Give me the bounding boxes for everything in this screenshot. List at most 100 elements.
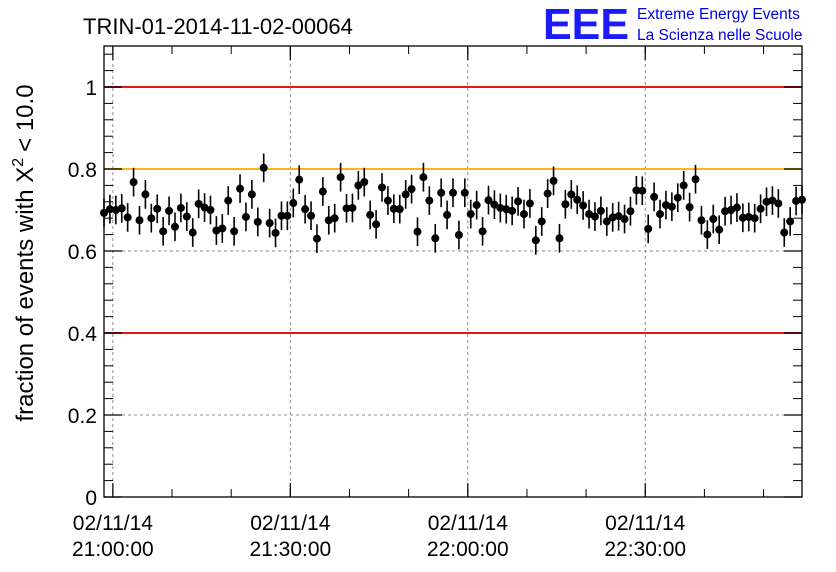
data-point	[644, 214, 653, 244]
data-marker	[549, 176, 558, 185]
data-marker	[738, 213, 747, 222]
x-tick-time-label: 22:30:00	[604, 538, 686, 561]
data-point	[117, 194, 126, 223]
reference-lines	[104, 86, 802, 334]
data-marker	[312, 234, 321, 243]
data-point	[685, 192, 694, 222]
data-marker	[165, 206, 174, 215]
data-marker	[774, 199, 783, 208]
axis-ticks	[104, 46, 802, 498]
data-point	[188, 218, 197, 247]
data-point	[632, 175, 641, 205]
data-point	[561, 189, 570, 219]
data-point	[194, 189, 203, 219]
data-point	[579, 191, 588, 220]
x-tick-date-label: 02/11/14	[605, 512, 686, 535]
data-marker	[685, 203, 694, 212]
data-point	[549, 166, 558, 196]
data-point	[360, 167, 369, 197]
data-marker	[531, 236, 540, 245]
data-marker	[632, 186, 641, 195]
data-marker	[673, 193, 682, 202]
data-point	[490, 190, 499, 220]
chart-title: TRIN-01-2014-11-02-00064	[83, 14, 353, 39]
data-point	[336, 162, 345, 192]
data-marker	[644, 224, 653, 233]
data-point	[537, 207, 546, 236]
data-marker	[732, 203, 741, 212]
data-point	[342, 194, 351, 223]
data-point	[378, 173, 387, 202]
data-marker	[271, 228, 280, 237]
data-point	[667, 192, 676, 222]
data-marker	[366, 210, 375, 219]
data-marker	[620, 215, 629, 224]
y-axis-label-symbol: X	[12, 167, 39, 183]
plot-frame	[103, 45, 803, 498]
data-marker	[460, 188, 469, 197]
data-point	[182, 202, 191, 231]
data-marker	[259, 163, 268, 172]
data-point	[484, 185, 493, 215]
data-marker	[650, 192, 659, 201]
data-point	[691, 164, 700, 194]
data-points	[100, 153, 806, 255]
data-point	[419, 162, 428, 192]
data-marker	[265, 219, 274, 228]
data-point	[738, 203, 747, 233]
data-marker	[780, 228, 789, 237]
y-tick-label: 0.4	[68, 323, 98, 346]
data-point	[715, 215, 724, 245]
data-marker	[697, 216, 706, 225]
data-point	[307, 201, 316, 231]
data-marker	[543, 189, 552, 198]
data-marker	[105, 205, 114, 214]
logo-line-1: Extreme Energy Events	[637, 6, 800, 23]
data-point	[425, 186, 434, 215]
data-point	[401, 180, 410, 209]
data-point	[620, 204, 629, 234]
x-tick-time-label: 22:00:00	[427, 538, 509, 561]
data-point	[230, 216, 239, 246]
data-marker	[301, 205, 310, 214]
data-point	[508, 196, 517, 226]
data-point	[277, 201, 286, 231]
data-point	[732, 193, 741, 222]
data-marker	[194, 199, 203, 208]
data-marker	[691, 175, 700, 184]
data-marker	[667, 202, 676, 211]
y-tick-label: 1	[85, 77, 97, 100]
data-marker	[567, 190, 576, 199]
data-marker	[679, 181, 688, 190]
data-marker	[449, 188, 457, 197]
data-marker	[395, 205, 404, 214]
grid	[104, 46, 802, 497]
y-tick-label: 0.6	[68, 241, 97, 264]
data-point	[413, 217, 422, 247]
data-point	[774, 189, 783, 218]
data-marker	[117, 204, 126, 213]
data-marker	[602, 217, 611, 226]
data-marker	[389, 204, 398, 213]
data-point	[135, 205, 144, 235]
y-tick-labels: 0 0.2 0.4 0.6 0.8 1	[68, 77, 98, 510]
data-marker	[703, 230, 712, 239]
data-marker	[437, 188, 446, 197]
data-point	[614, 201, 623, 231]
data-marker	[709, 215, 718, 224]
data-marker	[372, 220, 381, 229]
data-marker	[123, 213, 132, 222]
data-marker	[307, 211, 316, 220]
data-marker	[638, 186, 647, 195]
data-marker	[596, 206, 605, 215]
data-point	[147, 203, 156, 233]
data-point	[206, 195, 215, 225]
data-marker	[454, 231, 463, 240]
data-marker	[425, 196, 434, 205]
data-point	[650, 182, 659, 212]
data-marker	[247, 190, 256, 199]
data-marker	[614, 212, 623, 221]
x-tick-time-label: 21:00:00	[72, 538, 154, 561]
data-point	[354, 171, 363, 200]
data-marker	[555, 234, 564, 243]
